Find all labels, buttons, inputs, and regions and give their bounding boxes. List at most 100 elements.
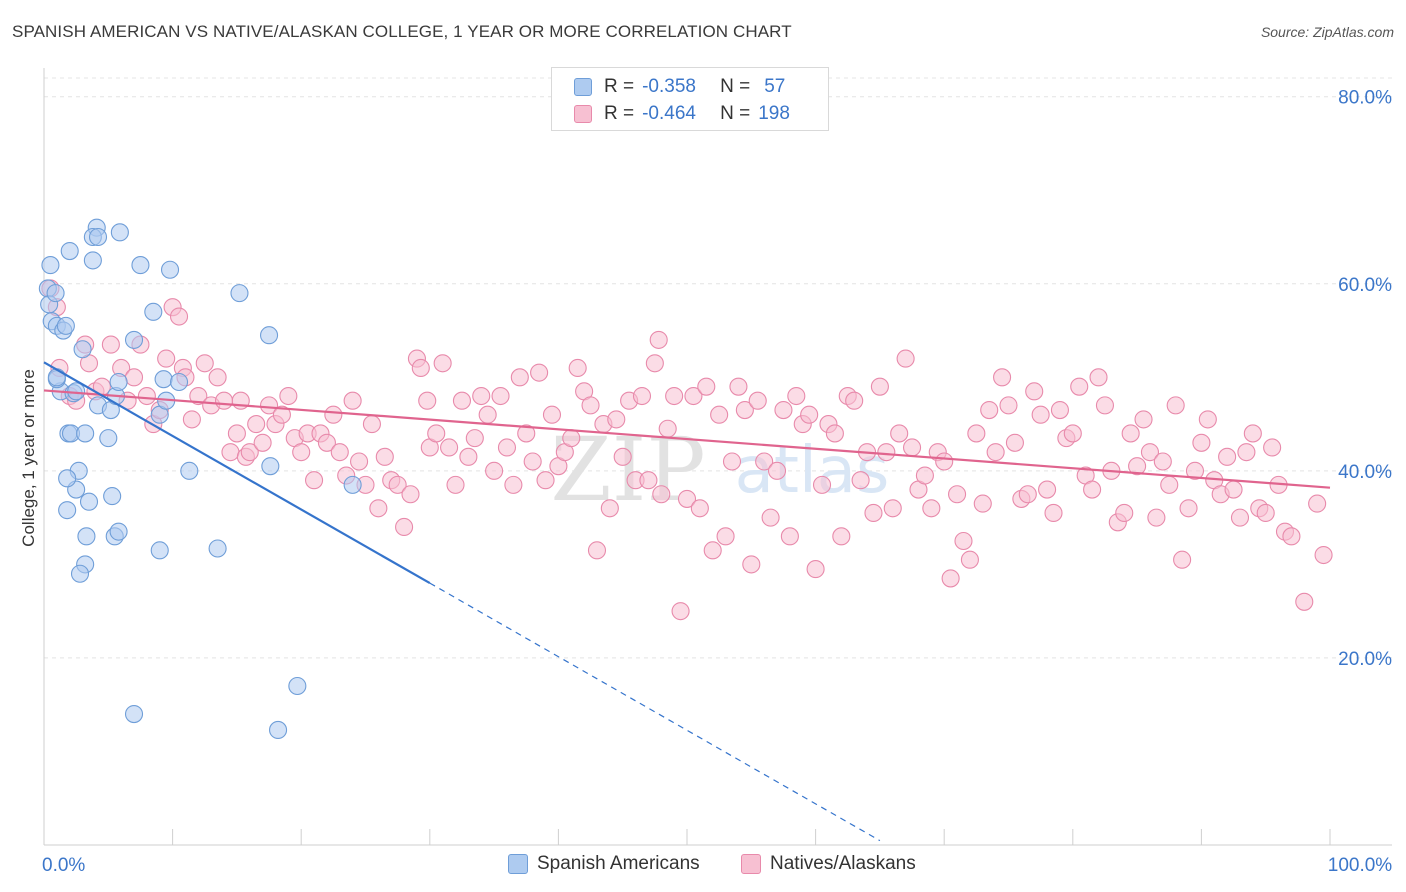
natives-alaskans-point: [485, 461, 504, 480]
spanish-americans-point: [77, 527, 96, 546]
natives-alaskans-point: [1192, 433, 1211, 452]
natives-alaskans-point: [761, 508, 780, 527]
natives-alaskans-point: [157, 349, 176, 368]
natives-alaskans-point: [240, 443, 259, 462]
natives-alaskans-point: [124, 368, 144, 387]
natives-alaskans-point: [465, 429, 484, 448]
spanish-americans-point: [109, 372, 128, 392]
natives-alaskans-point: [755, 452, 774, 471]
natives-alaskans-point: [1263, 438, 1282, 457]
natives-alaskans-point: [362, 415, 381, 434]
spanish-americans-point: [269, 720, 288, 740]
natives-alaskans-point: [1308, 494, 1327, 513]
natives-alaskans-point: [851, 471, 870, 490]
natives-alaskans-point: [427, 424, 446, 443]
legend-r-label: R =: [604, 76, 635, 97]
natives-alaskans-point: [684, 386, 703, 406]
natives-alaskans-point: [1237, 443, 1256, 462]
natives-alaskans-point: [440, 438, 459, 457]
natives-alaskans-point: [1185, 461, 1205, 480]
natives-alaskans-point: [722, 452, 742, 471]
spanish-americans-point: [110, 223, 129, 242]
legend-item-spanish-americans: Spanish Americans: [508, 852, 700, 876]
natives-alaskans-point: [324, 405, 343, 424]
spanish-americans-point: [150, 541, 169, 560]
natives-alaskans-point: [1198, 410, 1217, 429]
natives-alaskans-point: [1282, 527, 1301, 546]
natives-alaskans-point: [581, 396, 600, 415]
x-tick-label: 100.0%: [1328, 855, 1393, 876]
natives-alaskans-point: [1025, 382, 1044, 401]
natives-alaskans-point: [587, 541, 607, 560]
natives-alaskans-point: [1224, 480, 1243, 499]
spanish-americans-point: [41, 256, 60, 275]
natives-alaskans-point: [1083, 480, 1102, 499]
natives-alaskans-point: [954, 531, 973, 551]
natives-alaskans-point: [472, 386, 491, 406]
natives-alaskans-point: [632, 386, 652, 406]
natives-alaskans-point: [459, 447, 478, 466]
natives-alaskans-point: [221, 443, 240, 462]
spanish-americans-point: [47, 368, 66, 387]
natives-alaskans-point: [1173, 550, 1192, 569]
natives-alaskans-point: [1128, 457, 1147, 476]
natives-alaskans-point: [710, 405, 729, 424]
spanish-americans-point: [83, 251, 102, 270]
natives-alaskans-point: [645, 354, 664, 373]
natives-alaskans-point: [478, 405, 497, 424]
natives-alaskans-point: [774, 401, 793, 420]
natives-alaskans-point: [1166, 396, 1185, 415]
natives-alaskans-point: [870, 377, 889, 396]
spanish-americans-point: [261, 457, 280, 476]
natives-alaskans-point: [214, 391, 234, 410]
natives-alaskans-point: [845, 391, 864, 410]
legend-item-natives-alaskans: Natives/Alaskans: [741, 852, 916, 876]
natives-alaskans-point: [716, 527, 735, 546]
natives-alaskans-point: [317, 433, 336, 452]
natives-alaskans-point: [1295, 592, 1314, 611]
spanish-americans-point: [154, 370, 173, 389]
x-tick-label: 0.0%: [42, 855, 85, 876]
natives-alaskans-point: [1050, 401, 1069, 420]
natives-alaskans-point: [497, 438, 517, 457]
natives-alaskans-point: [1115, 503, 1134, 522]
natives-alaskans-point: [877, 443, 896, 462]
spanish-americans-point: [208, 539, 227, 558]
spanish-americans-point: [73, 340, 92, 359]
spanish-americans-trend-extension: [429, 582, 881, 842]
natives-alaskans-point: [986, 443, 1005, 462]
spanish-americans-point: [144, 302, 163, 321]
legend-r-value: -0.464: [642, 103, 696, 124]
natives-alaskans-point: [800, 405, 819, 424]
spanish-americans-point: [58, 469, 77, 488]
natives-alaskans-point: [542, 405, 562, 424]
natives-alaskans-point: [748, 391, 767, 410]
natives-alaskans-point: [767, 461, 787, 480]
natives-alaskans-point: [973, 494, 992, 513]
natives-alaskans-point: [613, 447, 632, 466]
spanish-americans-point: [70, 564, 90, 583]
natives-alaskans-point: [1179, 499, 1198, 518]
natives-alaskans-point: [259, 396, 279, 415]
natives-alaskans-point: [292, 443, 311, 462]
natives-alaskans-point: [1134, 410, 1153, 429]
grid-lines: [44, 77, 1392, 659]
legend-row-natives-alaskans: R = -0.464 N = 198: [574, 101, 790, 127]
natives-alaskans-point: [832, 527, 851, 546]
natives-alaskans-point: [101, 335, 120, 354]
natives-alaskans-point: [1153, 452, 1172, 471]
axes: [43, 68, 1392, 846]
spanish-americans-point: [259, 326, 279, 345]
natives-alaskans-point: [247, 415, 266, 434]
natives-alaskans-point: [999, 396, 1018, 415]
spanish-americans-point: [56, 316, 75, 335]
natives-alaskans-point: [652, 485, 671, 504]
natives-alaskans-point: [703, 541, 722, 560]
spanish-americans-point: [109, 522, 128, 541]
natives-alaskans-point: [1121, 424, 1140, 443]
legend-n-label: N =: [720, 103, 751, 124]
natives-alaskans-point: [890, 424, 909, 443]
natives-alaskans-point: [1218, 447, 1237, 466]
spanish-americans-point: [343, 475, 362, 494]
spanish-americans-point: [131, 256, 150, 275]
